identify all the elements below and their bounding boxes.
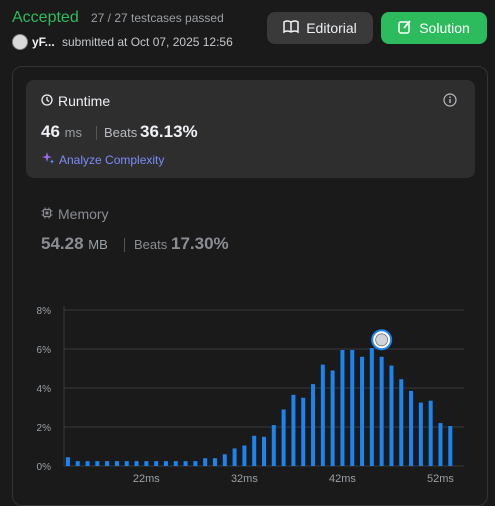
memory-unit: MB bbox=[88, 237, 108, 252]
runtime-value: 46 ms bbox=[41, 122, 82, 142]
memory-title[interactable]: Memory bbox=[41, 206, 109, 222]
analyze-complexity-link[interactable]: Analyze Complexity bbox=[41, 151, 164, 168]
chart-bar[interactable] bbox=[212, 458, 217, 466]
chart-bar[interactable] bbox=[154, 461, 159, 466]
chart-bar[interactable] bbox=[448, 426, 453, 466]
x-tick-label: 32ms bbox=[231, 473, 258, 485]
chart-bar[interactable] bbox=[360, 356, 365, 466]
runtime-card[interactable] bbox=[26, 80, 475, 178]
submission-status: Accepted bbox=[12, 9, 79, 26]
x-tick-label: 22ms bbox=[133, 473, 160, 485]
chart-bar[interactable] bbox=[163, 461, 168, 466]
memory-beats-label: Beats bbox=[134, 237, 168, 252]
chart-bar[interactable] bbox=[183, 461, 188, 466]
chart-bar[interactable] bbox=[409, 390, 414, 466]
username[interactable]: yF... bbox=[32, 35, 55, 49]
chart-bar[interactable] bbox=[330, 370, 335, 466]
chart-bar[interactable] bbox=[75, 461, 80, 466]
x-tick-label: 42ms bbox=[329, 473, 356, 485]
chart-bar[interactable] bbox=[291, 394, 296, 466]
chart-bar[interactable] bbox=[134, 461, 139, 466]
chart-bar[interactable] bbox=[301, 397, 306, 466]
chart-bar[interactable] bbox=[320, 364, 325, 466]
memory-value: 54.28 MB bbox=[41, 234, 108, 254]
chart-bar[interactable] bbox=[281, 409, 286, 466]
book-icon bbox=[283, 19, 299, 37]
memory-number: 54.28 bbox=[41, 234, 84, 253]
edit-icon bbox=[398, 19, 412, 37]
chart-bar[interactable] bbox=[350, 349, 355, 466]
chart-bar[interactable] bbox=[369, 348, 374, 466]
divider bbox=[124, 238, 125, 252]
y-tick-label: 4% bbox=[37, 384, 52, 395]
y-tick-label: 8% bbox=[37, 306, 52, 317]
memory-beats-value: 17.30% bbox=[171, 234, 229, 253]
editorial-label: Editorial bbox=[306, 20, 357, 36]
editorial-button[interactable]: Editorial bbox=[267, 12, 373, 44]
divider bbox=[96, 126, 97, 140]
chart-bar[interactable] bbox=[144, 461, 149, 466]
solution-label: Solution bbox=[419, 20, 470, 36]
chart-bar[interactable] bbox=[114, 461, 119, 466]
chart-bar[interactable] bbox=[428, 400, 433, 466]
submitted-time: submitted at Oct 07, 2025 12:56 bbox=[62, 35, 233, 49]
chart-bar[interactable] bbox=[252, 435, 257, 466]
chip-icon bbox=[41, 206, 53, 222]
runtime-number: 46 bbox=[41, 122, 60, 141]
chart-bar[interactable] bbox=[193, 461, 198, 466]
chart-bar[interactable] bbox=[232, 448, 237, 466]
chart-bar[interactable] bbox=[379, 356, 384, 466]
chart-bar[interactable] bbox=[242, 445, 247, 466]
analyze-label: Analyze Complexity bbox=[59, 152, 165, 167]
chart-bar[interactable] bbox=[262, 436, 266, 466]
avatar-icon bbox=[375, 333, 389, 347]
chart-bar[interactable] bbox=[399, 379, 404, 466]
clock-icon bbox=[41, 93, 53, 109]
runtime-unit: ms bbox=[64, 125, 82, 140]
avatar[interactable] bbox=[12, 34, 28, 50]
x-tick-label: 52ms bbox=[427, 473, 454, 485]
chart-bar[interactable] bbox=[340, 349, 345, 466]
chart-bar[interactable] bbox=[65, 457, 70, 466]
chart-bar[interactable] bbox=[389, 365, 394, 466]
chart-bar[interactable] bbox=[105, 461, 110, 466]
memory-title-text: Memory bbox=[58, 206, 109, 222]
chart-bar[interactable] bbox=[222, 454, 227, 466]
solution-button[interactable]: Solution bbox=[381, 12, 487, 44]
chart-bar[interactable] bbox=[311, 384, 316, 466]
chart-bar[interactable] bbox=[418, 402, 423, 466]
chart-bar[interactable] bbox=[438, 423, 443, 466]
chart-bar[interactable] bbox=[271, 425, 276, 466]
chart-bar[interactable] bbox=[85, 461, 90, 466]
chart-bar[interactable] bbox=[173, 461, 178, 466]
y-tick-label: 2% bbox=[37, 423, 52, 434]
testcases-passed: 27 / 27 testcases passed bbox=[91, 11, 224, 25]
runtime-beats-value: 36.13% bbox=[140, 122, 198, 141]
sparkle-icon bbox=[41, 151, 55, 168]
runtime-title: Runtime bbox=[41, 93, 110, 109]
runtime-title-text: Runtime bbox=[58, 93, 111, 109]
runtime-beats-label: Beats bbox=[104, 125, 138, 140]
chart-bar[interactable] bbox=[203, 458, 208, 466]
y-tick-label: 0% bbox=[37, 462, 52, 473]
chart-bar[interactable] bbox=[95, 461, 100, 466]
y-tick-label: 6% bbox=[37, 345, 52, 356]
info-icon[interactable] bbox=[443, 93, 457, 112]
runtime-distribution-chart[interactable]: 8% 6% 4% 2% 0% 22ms 32ms 42ms 52ms bbox=[0, 290, 495, 490]
chart-bar[interactable] bbox=[124, 461, 129, 466]
